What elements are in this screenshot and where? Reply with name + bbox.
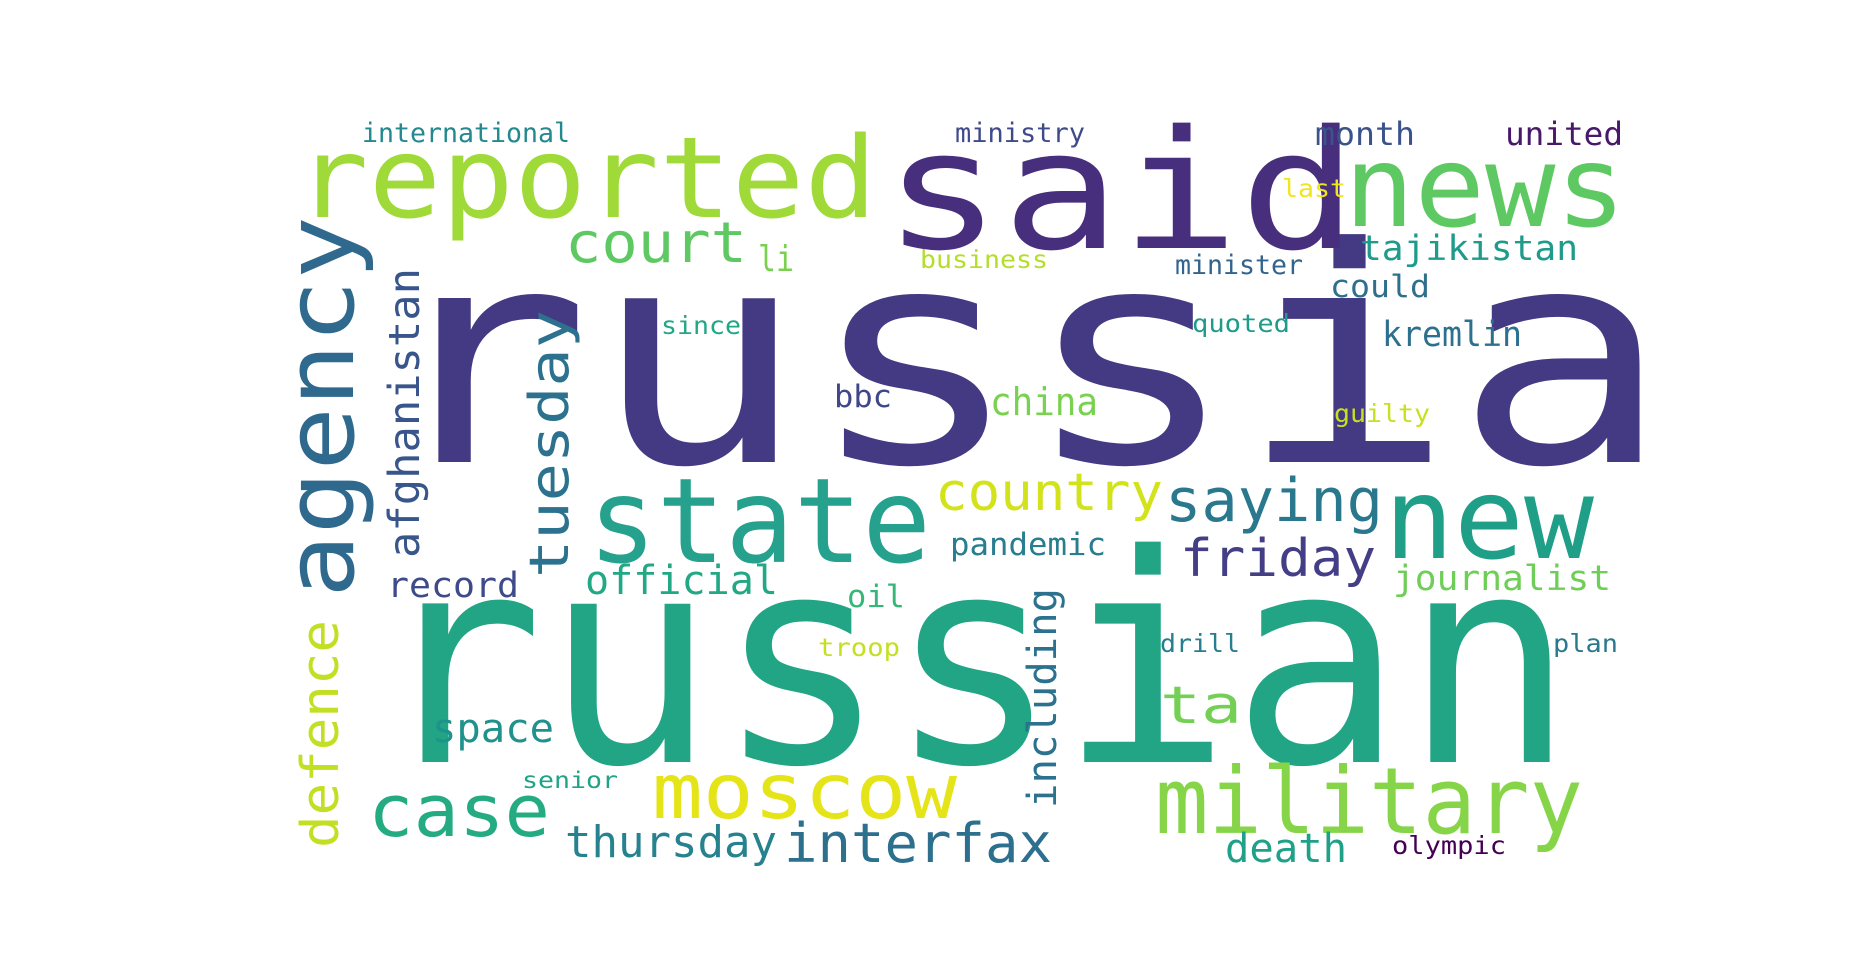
word-since: since (661, 311, 741, 340)
word-agency: agency (266, 216, 376, 598)
word-olympic: olympic (1392, 831, 1506, 860)
word-quoted: quoted (1192, 309, 1290, 338)
word-moscow: moscow (652, 748, 958, 837)
word-reported: reported (296, 114, 877, 244)
word-russia: russia (375, 184, 1670, 533)
word-death: death (1225, 826, 1347, 872)
word-china: china (990, 380, 1098, 424)
word-ministry: ministry (955, 118, 1085, 149)
word-drill: drill (1160, 629, 1240, 658)
word-minister: minister (1175, 250, 1303, 281)
word-li: li (758, 239, 794, 280)
word-oil: oil (847, 579, 905, 615)
word-news: news (1344, 123, 1626, 253)
word-tajikistan: tajikistan (1360, 229, 1578, 269)
word-thursday: thursday (565, 817, 777, 868)
word-plan: plan (1553, 629, 1618, 658)
word-last: last (1282, 174, 1346, 203)
word-space: space (432, 706, 554, 752)
word-saying: saying (1165, 466, 1383, 536)
word-afghanistan: afghanistan (380, 268, 430, 558)
word-bbc: bbc (834, 379, 892, 415)
word-official: official (585, 558, 778, 604)
word-pandemic: pandemic (950, 527, 1106, 563)
word-journalist: journalist (1393, 559, 1611, 599)
word-united: united (1505, 115, 1623, 153)
word-senior: senior (522, 768, 618, 794)
word-could: could (1330, 269, 1430, 305)
word-defence: defence (291, 620, 351, 848)
word-including: including (1020, 588, 1066, 808)
word-kremlin: kremlin (1382, 315, 1522, 355)
word-interfax: interfax (784, 812, 1052, 875)
word-court: court (565, 211, 747, 276)
word-case: case (368, 769, 550, 853)
word-troop: troop (818, 633, 900, 662)
word-new: new (1384, 455, 1595, 585)
word-ta: ta (1160, 676, 1242, 736)
word-country: country (935, 463, 1163, 523)
word-friday: friday (1180, 529, 1376, 589)
word-russian: russian (372, 494, 1575, 831)
word-state: state (588, 452, 931, 590)
word-business: business (920, 245, 1048, 274)
word-said: said (883, 95, 1358, 287)
word-tuesday: tuesday (518, 310, 581, 578)
word-month: month (1315, 115, 1415, 153)
word-record: record (387, 566, 519, 606)
word-military: military (1155, 748, 1583, 855)
word-guilty: guilty (1334, 399, 1430, 428)
word-international: international (362, 118, 570, 149)
